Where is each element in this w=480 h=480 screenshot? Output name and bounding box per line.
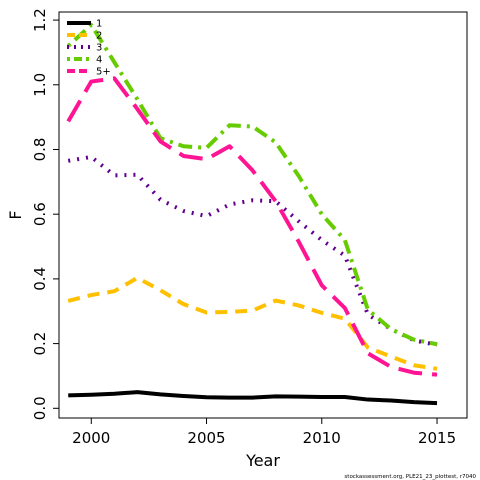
y-tick-label-3: 0.6	[31, 202, 49, 226]
series-line-3	[67, 154, 438, 347]
y-axis: 0.0 0.2 0.4 0.6 0.8 1.0 1.2	[31, 8, 60, 420]
legend-label-1: 1	[96, 19, 102, 30]
y-tick-label-0: 0.0	[31, 396, 49, 420]
y-tick-label-1: 0.2	[31, 332, 49, 356]
legend-label-2: 2	[96, 31, 102, 42]
y-axis-title: F	[6, 210, 25, 219]
legend-label-5: 5+	[96, 67, 111, 78]
x-tick-label-2000: 2000	[72, 429, 110, 447]
legend-label-3: 3	[96, 43, 102, 54]
y-tick-label-4: 0.8	[31, 138, 49, 162]
series-line-1	[68, 390, 438, 406]
x-axis: 2000 2005 2010 2015	[72, 417, 456, 447]
y-tick-label-6: 1.2	[31, 8, 49, 32]
legend-label-4: 4	[96, 55, 102, 66]
y-tick-label-2: 0.4	[31, 267, 49, 291]
y-tick-label-5: 1.0	[31, 73, 49, 97]
series-line-5	[66, 76, 438, 377]
footer-text: stockassessment.org, PLE21_23_plottest, …	[344, 474, 476, 480]
x-tick-label-2015: 2015	[418, 429, 456, 447]
plot-area	[66, 22, 438, 406]
series-line-2	[67, 275, 438, 371]
series-line-4	[66, 22, 438, 347]
x-axis-title: Year	[245, 451, 280, 470]
x-tick-label-2005: 2005	[187, 429, 225, 447]
x-tick-label-2010: 2010	[303, 429, 341, 447]
